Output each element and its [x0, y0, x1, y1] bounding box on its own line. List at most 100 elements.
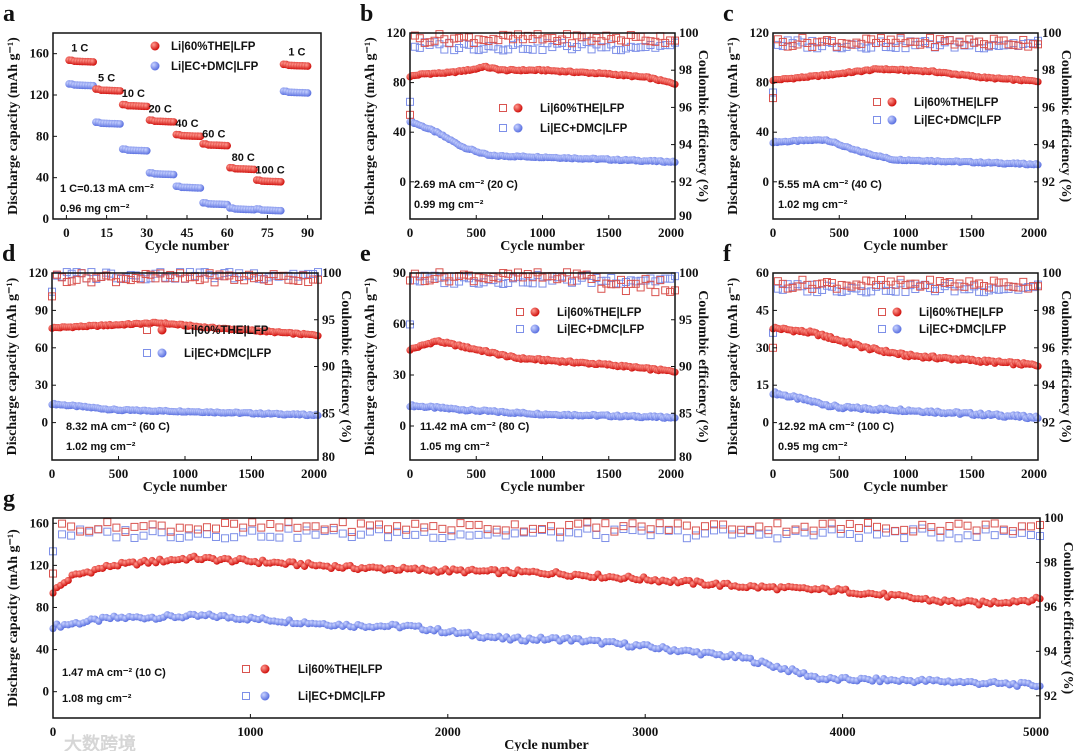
blue-ce-point	[700, 529, 709, 538]
blue-ce-point	[230, 533, 239, 542]
blue-ce-point	[72, 268, 81, 277]
red-ce-point	[157, 521, 166, 530]
y2-tick-label: 94	[1042, 377, 1056, 392]
blue-ce-point	[610, 525, 619, 534]
blue-ce-point	[891, 43, 900, 52]
red-ce-point	[582, 270, 591, 279]
x-tick-label: 60	[221, 225, 234, 240]
legend-label-red: Li|60%THE|LFP	[919, 307, 1004, 319]
red-ce-point	[990, 519, 999, 528]
red-ce-point	[513, 30, 522, 39]
red-ce-point	[456, 519, 465, 528]
panel-b: b 0 500 1000 1500 2000 0 40 80 120 90 92 94 96 98 100 Cy…	[360, 1, 710, 254]
red-ce-point	[329, 523, 338, 532]
red-ce-point	[289, 276, 298, 285]
red-ce-point	[980, 40, 989, 49]
y-tick-label: 0	[763, 415, 770, 430]
rate-label: 10 C	[122, 88, 145, 100]
red-ce-point	[818, 37, 827, 46]
blue-ce-point	[67, 269, 76, 278]
y-tick-label: 0	[42, 415, 49, 430]
red-ce-point	[67, 277, 76, 286]
red-ce-point	[492, 525, 501, 534]
red-ce-point	[1014, 283, 1023, 292]
blue-ce-point	[710, 526, 719, 535]
blue-ce-point	[955, 282, 964, 291]
red-ce-point	[842, 281, 851, 290]
red-ce-point	[210, 278, 219, 287]
red-ce-point	[954, 519, 963, 528]
red-ce-point	[936, 526, 945, 535]
blue-ce-point	[842, 286, 851, 295]
red-ce-point	[565, 520, 574, 529]
red-ce-point	[827, 278, 836, 287]
red-ce-point	[891, 38, 900, 47]
red-ce-point	[450, 34, 459, 43]
blue-ce-point	[935, 285, 944, 294]
red-ce-point	[479, 35, 488, 44]
y2-axis-title: Coulombic efficiency (%)	[1058, 50, 1073, 203]
blue-ce-point	[935, 41, 944, 50]
x-tick-label: 1500	[959, 466, 985, 481]
blue-ce-point	[410, 42, 419, 51]
y2-tick-label: 100	[1042, 25, 1062, 40]
red-ce-point	[275, 523, 284, 532]
red-ce-point	[181, 274, 189, 283]
x-tick-label: 1000	[893, 225, 919, 240]
y-axis-title: Discharge capacity (mAh g⁻¹)	[363, 277, 378, 455]
red-ce-point	[347, 527, 356, 536]
x-tick-label: 1000	[893, 466, 919, 481]
red-ce-point	[112, 523, 121, 532]
red-ce-point	[587, 274, 596, 283]
red-ce-point	[878, 308, 886, 316]
blue-ce-point	[612, 45, 621, 54]
red-ce-point	[338, 518, 347, 527]
red-ce-point	[447, 526, 456, 535]
blue-ce-point	[607, 40, 616, 49]
red-ce-point	[837, 39, 846, 48]
legend-label-blue: Li|EC+DMC|LFP	[557, 324, 645, 336]
blue-ce-point	[783, 36, 792, 45]
red-ce-point	[455, 33, 464, 42]
blue-ce-point	[533, 37, 542, 46]
red-ce-point	[661, 38, 670, 47]
red-ce-point	[921, 39, 930, 48]
blue-ce-point	[798, 282, 807, 291]
blue-ce-point	[275, 533, 284, 542]
blue-ce-point	[980, 288, 989, 297]
blue-ce-point	[440, 45, 449, 54]
y-tick-label: 120	[750, 25, 770, 40]
red-ce-point	[876, 34, 885, 43]
red-ce-point	[195, 276, 204, 285]
blue-ce-point	[587, 45, 596, 54]
y-tick-label: 30	[393, 367, 406, 382]
red-ce-point	[284, 275, 293, 284]
blue-ce-point	[602, 43, 611, 52]
red-ce-point	[960, 40, 969, 49]
red-ce-point	[945, 36, 954, 45]
red-ce-point	[583, 518, 592, 527]
blue-ce-point	[85, 528, 94, 537]
red-capacity-point	[260, 664, 270, 674]
y2-tick-label: 90	[679, 359, 692, 374]
red-ce-point	[664, 525, 673, 534]
red-ce-point	[221, 518, 230, 527]
y2-tick-label: 94	[1042, 137, 1056, 152]
x-tick-label: 2000	[1021, 466, 1047, 481]
rate-label: 80 C	[232, 152, 255, 164]
condition-loading: 1.02 mg cm⁻²	[66, 441, 136, 453]
blue-ce-point	[755, 530, 764, 539]
blue-ce-point	[854, 533, 863, 542]
blue-ce-point	[619, 524, 628, 533]
red-ce-point	[393, 522, 402, 531]
blue-ce-point	[881, 286, 890, 295]
blue-ce-point	[582, 38, 591, 47]
red-ce-point	[601, 519, 610, 528]
panel-label: c	[723, 1, 734, 27]
blue-ce-point	[509, 40, 518, 49]
red-ce-point	[438, 524, 447, 533]
red-capacity-point	[116, 87, 124, 95]
x-tick-label: 75	[261, 225, 275, 240]
blue-ce-point	[501, 531, 510, 540]
blue-ce-point	[438, 534, 447, 543]
